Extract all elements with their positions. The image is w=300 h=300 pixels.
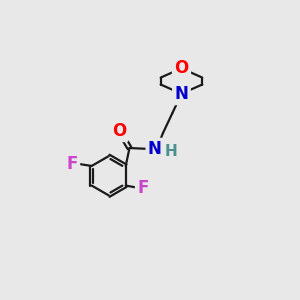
Text: F: F — [137, 179, 149, 197]
Text: N: N — [175, 85, 188, 103]
Text: O: O — [174, 59, 189, 77]
Text: F: F — [66, 154, 78, 172]
Text: N: N — [148, 140, 162, 158]
Text: O: O — [112, 122, 126, 140]
Text: H: H — [165, 144, 178, 159]
